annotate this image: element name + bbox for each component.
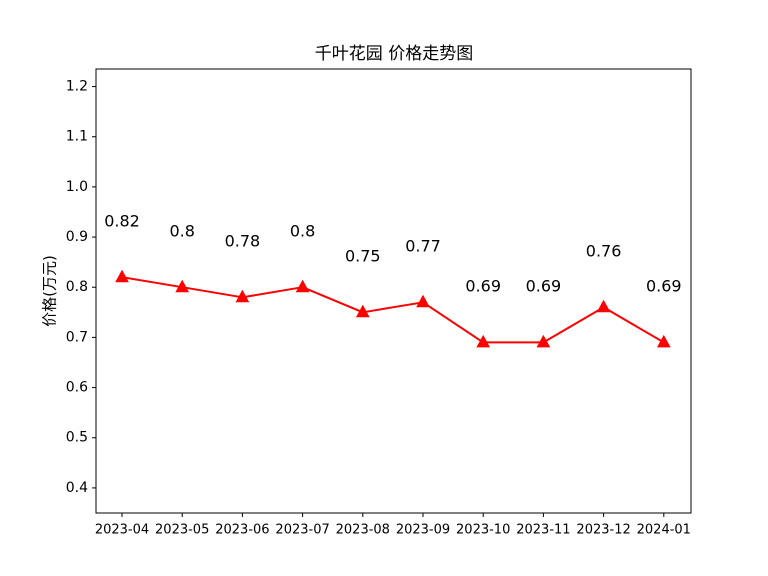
data-label: 0.8 (169, 222, 194, 241)
data-point-marker (536, 334, 551, 348)
data-point-marker (295, 279, 310, 293)
y-tick-label: 0.4 (66, 480, 88, 496)
series-line (121, 276, 665, 344)
x-tick-label: 2023-05 (155, 523, 209, 538)
x-axis-ticks: 2023-04 2023-05 2023-06 2023-07 2023-08 2023-… (95, 513, 691, 538)
y-tick-label: 0.8 (66, 279, 88, 295)
y-tick-label: 0.7 (66, 329, 88, 345)
y-tick-label: 0.9 (66, 229, 88, 245)
data-label: 0.75 (345, 247, 381, 266)
plot-frame (95, 68, 692, 514)
data-point-marker (115, 269, 129, 283)
data-label: 0.77 (405, 237, 441, 256)
x-tick-label: 2023-10 (456, 523, 510, 538)
series-layer (115, 269, 671, 348)
x-tick-label: 2023-06 (215, 523, 269, 538)
data-point-marker (235, 289, 250, 303)
data-point-marker (476, 334, 491, 348)
data-point-marker (416, 294, 430, 308)
x-tick-label: 2024-01 (637, 523, 691, 538)
data-labels-layer: 0.82 0.8 0.78 0.8 0.75 0.77 0.69 0.69 0.76 0.69 (104, 212, 681, 296)
data-point-marker (656, 334, 671, 348)
x-tick-label: 2023-04 (95, 523, 149, 538)
y-tick-label: 1.1 (66, 129, 88, 145)
data-label: 0.69 (646, 277, 682, 296)
y-tick-label: 0.5 (66, 430, 88, 446)
data-label: 0.8 (290, 222, 315, 241)
data-point-marker (596, 299, 611, 313)
data-point-marker (175, 279, 190, 293)
x-tick-label: 2023-08 (336, 523, 390, 538)
data-label: 0.69 (526, 277, 562, 296)
data-label: 0.69 (465, 277, 501, 296)
x-tick-label: 2023-07 (275, 523, 329, 538)
data-point-marker (355, 304, 370, 318)
data-label: 0.76 (586, 242, 622, 261)
y-tick-label: 1.0 (66, 179, 88, 195)
data-label: 0.78 (225, 232, 261, 251)
x-tick-label: 2023-09 (396, 523, 450, 538)
y-tick-label: 0.6 (66, 380, 88, 396)
y-tick-label: 1.2 (66, 79, 88, 95)
chart-title: 千叶花园 价格走势图 (315, 44, 473, 64)
y-axis-label: 价格(万元) (41, 255, 59, 327)
x-tick-label: 2023-12 (576, 523, 630, 538)
y-axis-ticks: 0.4 0.5 0.6 0.7 0.8 0.9 1.0 1.1 1.2 (66, 79, 96, 496)
x-tick-label: 2023-11 (516, 523, 570, 538)
data-label: 0.82 (104, 212, 140, 231)
